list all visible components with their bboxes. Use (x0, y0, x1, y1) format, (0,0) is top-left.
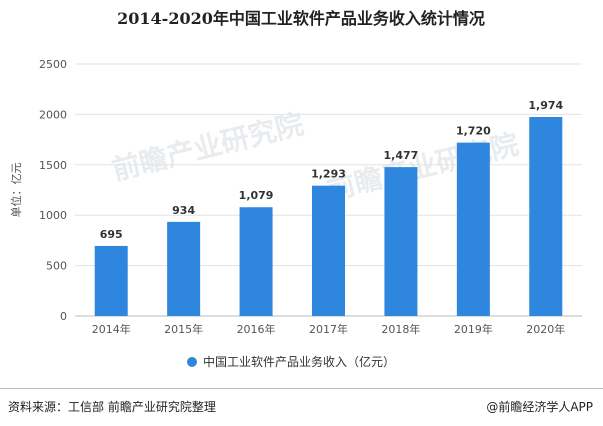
legend-marker (187, 357, 197, 367)
x-tick-label: 2015年 (164, 322, 203, 336)
y-axis-label: 单位：亿元 (9, 163, 23, 218)
svg-text:前瞻产业研究院: 前瞻产业研究院 (109, 107, 307, 186)
bar (529, 117, 563, 316)
chart-title: 2014-2020年中国工业软件产品业务收入统计情况 (117, 9, 485, 28)
data-label: 1,079 (239, 189, 274, 202)
y-tick-label: 2000 (39, 108, 67, 121)
legend-label: 中国工业软件产品业务收入（亿元） (203, 354, 395, 369)
footer: 资料来源：工信部 前瞻产业研究院整理 @前瞻经济学人APP (0, 388, 603, 426)
source-note: 资料来源：工信部 前瞻产业研究院整理 (8, 400, 216, 414)
x-tick-label: 2020年 (526, 322, 565, 336)
y-tick-label: 500 (46, 260, 67, 273)
bar (167, 221, 201, 316)
data-label: 1,974 (528, 99, 563, 112)
data-label: 1,293 (311, 168, 346, 181)
bar (384, 167, 418, 316)
bar (239, 207, 273, 316)
x-axis-ticks: 2014年 2015年 2016年 2017年 2018年 2019年 2020年 (92, 322, 566, 336)
bars (94, 117, 563, 316)
bar (456, 142, 490, 316)
y-tick-label: 2500 (39, 58, 67, 71)
data-labels: 695 934 1,079 1,293 1,477 1,720 1,974 (100, 99, 564, 241)
data-label: 1,477 (384, 149, 419, 162)
brand-credit: @前瞻经济学人APP (486, 400, 593, 414)
data-label: 1,720 (456, 125, 491, 138)
x-tick-label: 2019年 (454, 322, 493, 336)
x-tick-label: 2014年 (92, 322, 131, 336)
x-tick-label: 2017年 (309, 322, 348, 336)
legend: 中国工业软件产品业务收入（亿元） (187, 354, 395, 369)
data-label: 934 (172, 204, 195, 217)
x-tick-label: 2018年 (381, 322, 420, 336)
svg-text:前瞻产业研究院: 前瞻产业研究院 (324, 127, 522, 206)
y-tick-label: 0 (60, 310, 67, 323)
bar (94, 245, 128, 316)
data-label: 695 (100, 228, 123, 241)
x-tick-label: 2016年 (237, 322, 276, 336)
y-tick-label: 1500 (39, 159, 67, 172)
y-axis-ticks: 0 500 1000 1500 2000 2500 (39, 58, 67, 323)
bar (312, 185, 345, 316)
y-tick-label: 1000 (39, 209, 67, 222)
bar-chart: 前瞻产业研究院 前瞻产业研究院 2014-2020年中国工业软件产品业务收入统计… (9, 9, 582, 369)
